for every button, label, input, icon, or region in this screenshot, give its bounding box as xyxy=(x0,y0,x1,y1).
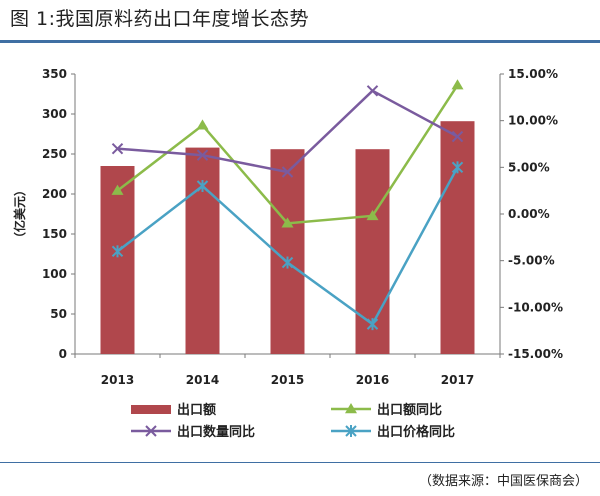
legend-label: 出口额同比 xyxy=(377,402,442,418)
legend-label: 出口价格同比 xyxy=(377,424,455,440)
y2-tick-label: 5.00% xyxy=(508,160,550,174)
data-point-x-stroke xyxy=(111,142,124,155)
legend-item: 出口数量同比 xyxy=(131,424,255,440)
data-point-x-stroke xyxy=(196,149,209,161)
y2-tick-label: 0.00% xyxy=(508,207,550,221)
y-tick-label: 50 xyxy=(50,307,67,321)
legend-label: 出口额 xyxy=(177,402,216,418)
y-tick-label: 0 xyxy=(59,347,67,361)
x-tick-label: 2017 xyxy=(441,373,474,387)
legend-item: 出口价格同比 xyxy=(331,424,455,440)
legend-label: 出口数量同比 xyxy=(177,424,255,440)
data-point-star xyxy=(345,425,357,437)
data-point-x xyxy=(196,149,209,161)
legend-swatch xyxy=(131,405,171,414)
y-tick-label: 300 xyxy=(42,107,67,121)
source-note: （数据来源：中国医保商会） xyxy=(418,474,588,489)
data-point-x xyxy=(145,425,157,437)
y2-tick-label: -15.00% xyxy=(508,347,563,361)
data-point-triangle xyxy=(281,217,294,228)
data-point-star xyxy=(111,245,124,258)
bar-2014 xyxy=(185,147,220,354)
y-tick-label: 200 xyxy=(42,187,67,201)
data-point-x xyxy=(111,142,124,155)
y-tick-label: 350 xyxy=(42,67,67,81)
data-point-x xyxy=(366,85,379,97)
legend-item: 出口额 xyxy=(131,402,216,418)
legend-item: 出口额同比 xyxy=(331,402,442,418)
x-tick-label: 2015 xyxy=(271,373,304,387)
x-tick-label: 2016 xyxy=(356,373,389,387)
y-tick-label: 250 xyxy=(42,147,67,161)
y-tick-label: 100 xyxy=(42,267,67,281)
bar-2013 xyxy=(100,166,135,354)
y2-tick-label: 15.00% xyxy=(508,67,558,81)
data-point-triangle xyxy=(196,119,209,130)
bottom-rule xyxy=(0,462,600,463)
data-point-triangle xyxy=(345,403,357,414)
bar-2017 xyxy=(440,121,475,354)
data-point-x-stroke xyxy=(145,425,157,437)
top-rule xyxy=(0,40,600,43)
data-point-x-stroke xyxy=(366,85,379,97)
x-tick-label: 2013 xyxy=(101,373,134,387)
data-point-star xyxy=(366,318,379,331)
data-point-x xyxy=(281,166,294,178)
data-point-x-stroke xyxy=(451,130,464,143)
x-tick-label: 2014 xyxy=(186,373,219,387)
data-point-star xyxy=(281,256,294,269)
data-point-star xyxy=(451,161,464,174)
y2-tick-label: -5.00% xyxy=(508,254,555,268)
data-point-triangle xyxy=(111,184,124,195)
y2-tick-label: -10.00% xyxy=(508,300,563,314)
data-point-x xyxy=(451,130,464,143)
data-point-triangle xyxy=(366,209,379,221)
y2-tick-label: 10.00% xyxy=(508,114,558,128)
data-point-x-stroke xyxy=(281,166,294,178)
data-point-triangle xyxy=(451,79,464,90)
chart-title: 图 1:我国原料药出口年度增长态势 xyxy=(10,8,310,30)
y-axis-label: （亿美元） xyxy=(12,184,27,244)
data-point-star xyxy=(196,180,209,192)
y-tick-label: 150 xyxy=(42,227,67,241)
